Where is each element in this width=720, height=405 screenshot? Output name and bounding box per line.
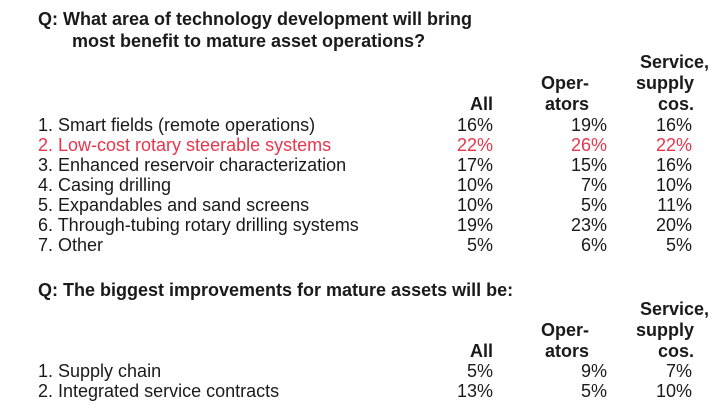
row-operators-value: 6%: [580, 235, 607, 255]
row-label: 1. Supply chain: [38, 361, 162, 381]
header-operators-1: Oper-: [540, 73, 589, 93]
question-2-title: Q: The biggest improvements for mature a…: [38, 280, 514, 300]
table-row-highlighted: 2. Low-cost rotary steerable systems 22%…: [38, 135, 698, 155]
header-service-1: Service,: [640, 52, 710, 72]
question-1-line2: most benefit to mature asset operations?: [72, 31, 426, 51]
row-service-value: 16%: [655, 115, 692, 135]
row-service-value: 10%: [655, 175, 692, 195]
row-all-value: 5%: [466, 361, 493, 381]
row-label: 1. Smart fields (remote operations): [38, 115, 316, 135]
header-service-2: supply: [635, 320, 694, 340]
table-row: 2. Integrated service contracts 13% 5% 1…: [38, 381, 698, 401]
row-label: 2. Integrated service contracts: [38, 381, 280, 401]
header-service-1: Service,: [640, 299, 710, 319]
row-label: 2. Low-cost rotary steerable systems: [38, 135, 332, 155]
row-service-value: 10%: [655, 381, 692, 401]
row-operators-value: 19%: [570, 115, 607, 135]
row-service-value: 16%: [655, 155, 692, 175]
header-service-2: supply: [635, 73, 694, 93]
row-label: 5. Expandables and sand screens: [38, 195, 310, 215]
row-service-value: 11%: [657, 195, 692, 215]
row-service-value: 22%: [655, 135, 692, 155]
table-row: 3. Enhanced reservoir characterization 1…: [38, 155, 698, 175]
row-label: 4. Casing drilling: [38, 175, 172, 195]
question-1-line1: Q: What area of technology development w…: [38, 9, 473, 29]
table-row: 5. Expandables and sand screens 10% 5% 1…: [38, 195, 698, 215]
header-operators-2: ators: [544, 94, 589, 114]
table-row: 1. Smart fields (remote operations) 16% …: [38, 115, 698, 135]
row-all-value: 13%: [456, 381, 493, 401]
row-operators-value: 5%: [580, 381, 607, 401]
table-row: 6. Through-tubing rotary drilling system…: [38, 215, 698, 235]
row-all-value: 19%: [456, 215, 493, 235]
header-operators-2: ators: [544, 341, 589, 361]
row-label: 7. Other: [38, 235, 104, 255]
header-all: All: [469, 94, 493, 114]
question-1-title: Q: What area of technology development w…: [38, 8, 472, 52]
row-operators-value: 26%: [570, 135, 607, 155]
row-service-value: 5%: [665, 235, 692, 255]
row-all-value: 5%: [466, 235, 493, 255]
row-operators-value: 7%: [580, 175, 607, 195]
row-all-value: 22%: [456, 135, 493, 155]
row-label: 6. Through-tubing rotary drilling system…: [38, 215, 359, 235]
row-all-value: 17%: [456, 155, 493, 175]
row-service-value: 7%: [665, 361, 692, 381]
row-label: 3. Enhanced reservoir characterization: [38, 155, 347, 175]
table-row: 1. Supply chain 5% 9% 7%: [38, 361, 698, 381]
header-all: All: [469, 341, 493, 361]
row-service-value: 20%: [655, 215, 692, 235]
row-operators-value: 9%: [580, 361, 607, 381]
row-all-value: 10%: [456, 175, 493, 195]
row-operators-value: 23%: [570, 215, 607, 235]
header-operators-1: Oper-: [540, 320, 589, 340]
table-row: 7. Other 5% 6% 5%: [38, 235, 698, 255]
row-all-value: 16%: [456, 115, 493, 135]
header-service-3: cos.: [657, 341, 694, 361]
table-row: 4. Casing drilling 10% 7% 10%: [38, 175, 698, 195]
row-operators-value: 5%: [580, 195, 607, 215]
row-operators-value: 15%: [570, 155, 607, 175]
row-all-value: 10%: [456, 195, 493, 215]
header-service-3: cos.: [657, 94, 694, 114]
